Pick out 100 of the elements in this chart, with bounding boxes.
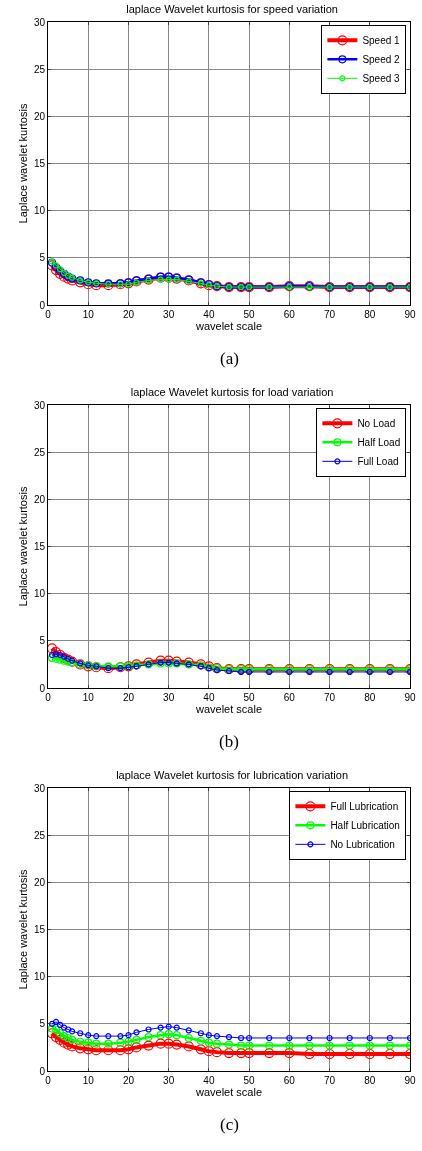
point [125,1032,132,1039]
point [105,1033,112,1040]
point [124,1037,133,1046]
x-tick-label: 40 [203,692,215,703]
legend-label: No Lubrication [330,839,395,851]
point [365,1041,374,1050]
point [157,276,164,283]
y-tick-label: 30 [33,782,46,794]
x-tick-label: 30 [163,309,175,320]
point [304,1048,315,1060]
text: (a) [220,349,239,368]
point [64,1033,73,1043]
point [115,1045,126,1056]
legend-label: Full Lubrication [330,801,399,813]
y-tick-label: 0 [39,299,46,311]
y-tick-label: 25 [33,446,46,458]
point [133,1029,140,1036]
point [93,1033,100,1040]
point [235,1047,247,1059]
point [58,1037,70,1048]
y-tick-label: 20 [33,493,46,505]
x-tick-label: 20 [122,692,135,703]
x-tick-label: 50 [243,1075,256,1086]
x-tick-label: 70 [324,692,336,703]
point [286,1034,293,1042]
point [223,1047,235,1059]
text: (b) [219,732,239,751]
y-axis-title: Laplace wavelet kurtosis [16,486,29,607]
point [203,1046,214,1057]
y-tick-label: 0 [39,682,46,694]
point [76,1037,85,1046]
point [65,1026,72,1033]
point [123,1044,134,1055]
point [67,1041,78,1052]
point [116,1038,125,1047]
point [326,1034,333,1042]
y-tick-label: 10 [33,971,46,983]
point [155,1038,166,1049]
point [246,1034,253,1042]
point [85,1032,92,1039]
point [345,1041,354,1050]
point [75,1043,86,1054]
point [132,1035,141,1044]
legend-label: No Load [357,418,396,430]
y-tick-label: 5 [39,252,46,264]
point [346,1034,353,1042]
point [213,1033,221,1040]
point [237,1034,245,1042]
x-tick-label: 20 [122,1075,135,1086]
point [92,1039,101,1048]
x-tick-label: 60 [283,309,296,320]
point [165,276,172,283]
y-tick-label: 30 [33,16,46,28]
point [164,1030,173,1039]
chart-title: laplace Wavelet kurtosis for lubrication variation [116,769,349,782]
y-tick-label: 20 [33,110,46,122]
point [68,1035,77,1044]
legend-label: Full Load [357,456,399,468]
point [306,1034,313,1042]
point [104,1039,113,1048]
point [224,1040,234,1049]
point [265,1041,274,1050]
point [325,1041,334,1050]
chart-title: laplace Wavelet kurtosis for load variation [130,386,334,399]
x-tick-label: 40 [203,1075,215,1086]
x-tick-label: 70 [324,309,336,320]
x-tick-label: 40 [203,309,215,320]
point [83,1044,94,1055]
y-tick-label: 0 [39,1065,46,1077]
x-tick-label: 80 [364,1075,376,1086]
x-tick-label: 80 [364,309,376,320]
chart-title: laplace Wavelet kurtosis for speed variation [126,3,338,16]
y-tick-label: 30 [33,399,46,411]
point [184,1033,193,1043]
x-axis-title: wavelet scale [194,320,263,332]
point [197,1030,204,1037]
y-tick-label: 25 [33,63,46,75]
point [266,1034,273,1042]
text: (c) [220,1115,239,1134]
point [244,1047,255,1059]
point [284,1047,295,1059]
point [344,1048,355,1060]
point [324,1048,335,1060]
point [63,1039,74,1050]
point [157,1024,164,1031]
x-tick-label: 60 [283,692,296,703]
x-tick-label: 30 [163,692,175,703]
point [103,1045,114,1056]
point [77,1030,84,1037]
point [245,1041,254,1050]
point [163,1038,174,1049]
y-tick-label: 25 [33,829,46,841]
x-axis-title: wavelet scale [194,703,263,715]
y-tick-label: 20 [33,876,46,888]
point [145,1026,152,1033]
point [69,1028,76,1035]
legend-label: Speed 1 [362,35,401,47]
x-tick-label: 10 [82,1075,95,1086]
x-tick-label: 20 [122,309,135,320]
point [366,1034,373,1042]
